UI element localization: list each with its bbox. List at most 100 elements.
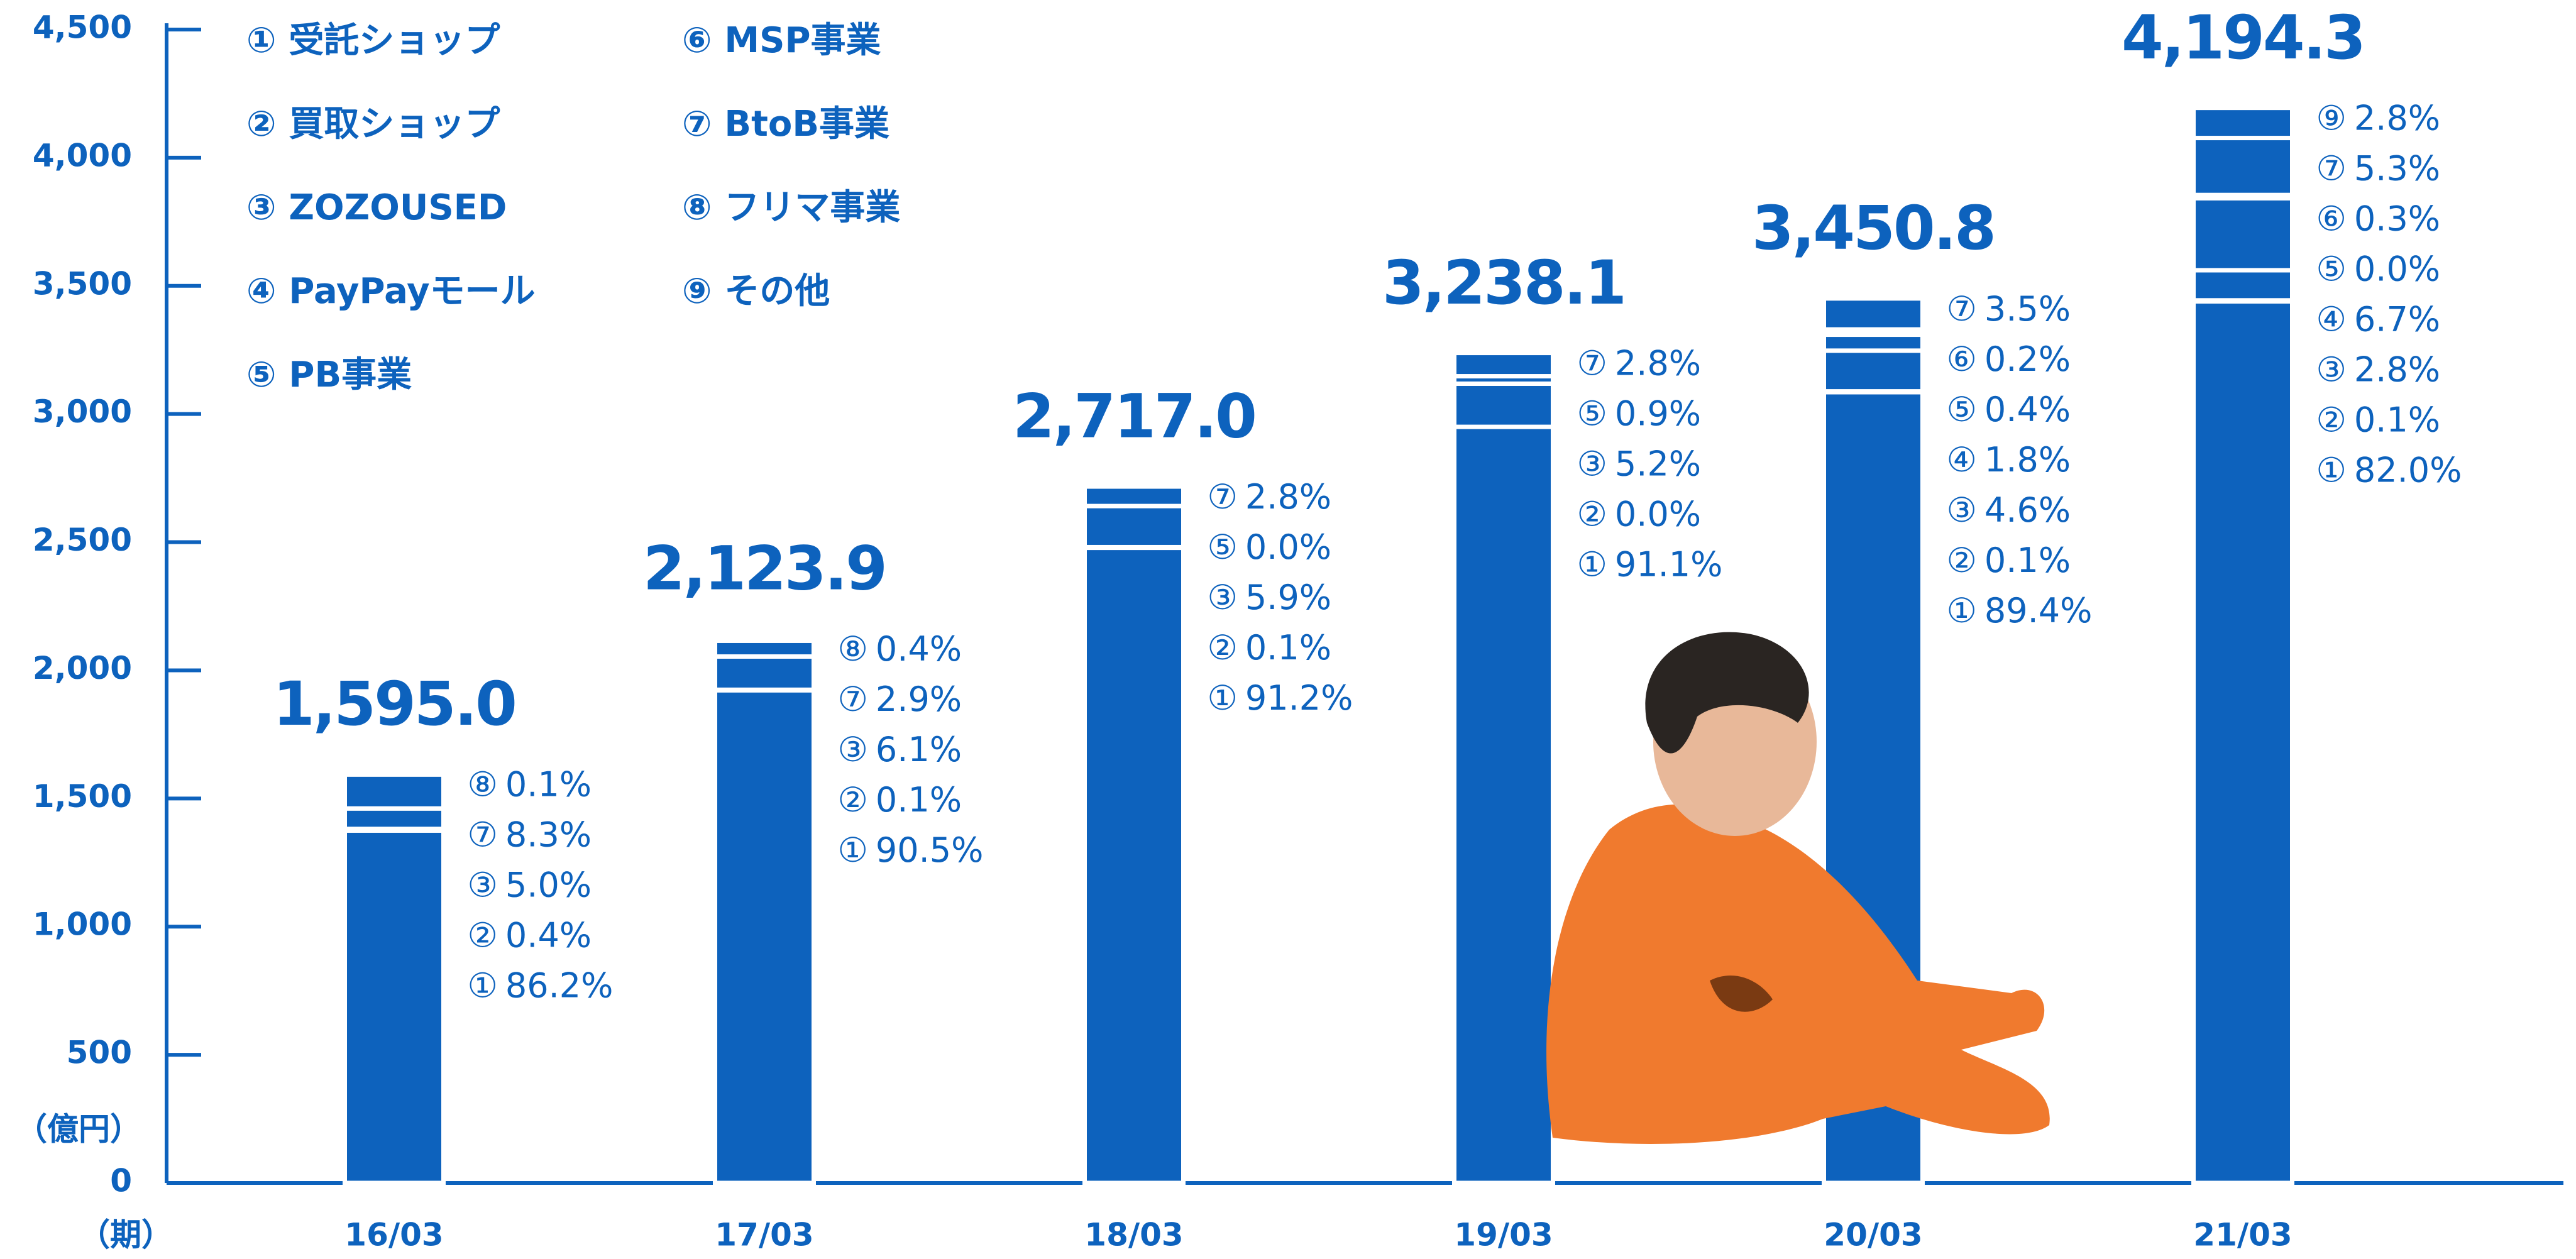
chart: （億円）（期）05001,0001,5002,0002,5003,0003,50… <box>0 0 2576 1259</box>
legend-item: ⑤ PB事業 <box>246 355 412 395</box>
segment-value: 0.4% <box>1984 389 2071 429</box>
legend-label: 受託ショップ <box>289 20 500 61</box>
segment-value: 0.3% <box>2354 199 2440 238</box>
legend-marker: ⑧ <box>682 187 712 228</box>
segment-marker: ⑦ <box>2316 148 2347 188</box>
segment-value: 2.9% <box>876 679 962 719</box>
x-tick-label: 17/03 <box>715 1217 813 1253</box>
segment-value: 2.8% <box>1615 343 1701 383</box>
segment-value: 2.8% <box>2354 349 2440 389</box>
bar-segment <box>715 690 814 1183</box>
legend-marker: ③ <box>246 187 276 228</box>
segment-marker: ③ <box>2316 349 2347 389</box>
y-tick-label: 3,000 <box>33 393 132 430</box>
bar-segment <box>345 774 444 808</box>
bar-segment <box>1455 353 1553 377</box>
y-tick-label: 4,500 <box>33 9 132 46</box>
segment-value: 0.1% <box>2354 400 2440 439</box>
total-label: 3,450.8 <box>1752 193 1995 263</box>
bar-segment <box>2194 138 2293 195</box>
segment-marker: ③ <box>1947 490 1977 529</box>
bar-segment <box>1085 506 1184 547</box>
y-unit: （億円） <box>16 1111 141 1148</box>
legend-label: PB事業 <box>289 355 412 395</box>
segment-marker: ④ <box>2316 299 2347 339</box>
segment-marker: ② <box>838 780 868 820</box>
segment-value: 91.2% <box>1245 678 1353 718</box>
segment-value: 5.2% <box>1615 444 1701 483</box>
segment-value: 5.0% <box>505 865 592 904</box>
segment-marker: ⑧ <box>468 764 498 804</box>
y-tick-label: 1,000 <box>33 906 132 943</box>
segment-value: 0.4% <box>505 915 592 955</box>
segment-marker: ⑧ <box>838 629 868 669</box>
legend-label: MSP事業 <box>724 20 881 61</box>
segment-marker: ② <box>1208 628 1238 668</box>
segment-marker: ⑤ <box>1947 389 1977 429</box>
legend-marker: ⑥ <box>682 20 712 61</box>
segment-marker: ③ <box>1577 444 1607 483</box>
segment-marker: ⑦ <box>1577 343 1607 383</box>
x-unit: （期） <box>79 1217 173 1253</box>
bar-segment <box>1824 299 1923 329</box>
segment-value: 0.0% <box>1245 527 1331 567</box>
legend-label: フリマ事業 <box>724 187 900 228</box>
bar-segment <box>2194 270 2293 300</box>
bar-segment <box>1085 548 1184 1183</box>
segment-value: 3.5% <box>1984 289 2071 328</box>
legend-marker: ② <box>246 104 276 145</box>
segment-value: 1.8% <box>1984 439 2071 479</box>
segment-value: 2.8% <box>1245 477 1331 517</box>
bar-segment <box>1455 427 1553 1183</box>
x-tick-label: 19/03 <box>1454 1217 1553 1253</box>
legend-marker: ⑦ <box>682 104 712 145</box>
segment-value: 0.9% <box>1615 393 1701 433</box>
bar-segment <box>1455 383 1553 427</box>
legend-label: その他 <box>724 271 830 312</box>
x-tick-label: 20/03 <box>1824 1217 1922 1253</box>
legend-item: ⑥ MSP事業 <box>682 20 881 61</box>
y-tick-label: 0 <box>110 1163 132 1199</box>
segment-marker: ⑥ <box>2316 199 2347 238</box>
segment-marker: ⑦ <box>468 815 498 854</box>
segment-marker: ⑦ <box>1208 477 1238 517</box>
segment-value: 91.1% <box>1615 544 1723 584</box>
total-label: 4,194.3 <box>2122 3 2364 73</box>
total-label: 2,717.0 <box>1013 381 1255 451</box>
bar-segment <box>2194 198 2293 270</box>
bar-segment <box>715 657 814 690</box>
y-tick-label: 3,500 <box>33 265 132 302</box>
segment-value: 0.1% <box>1984 540 2071 580</box>
y-tick-label: 2,000 <box>33 650 132 686</box>
bar-segment <box>1824 351 1923 392</box>
y-tick-label: 2,500 <box>33 522 132 558</box>
segment-marker: ⑤ <box>2316 249 2347 289</box>
bar-segment <box>1085 487 1184 506</box>
segment-value: 0.1% <box>1245 628 1331 668</box>
segment-marker: ① <box>1577 544 1607 584</box>
legend-marker: ⑤ <box>246 355 276 395</box>
segment-value: 90.5% <box>876 830 984 870</box>
segment-value: 82.0% <box>2354 450 2462 490</box>
bar-segment <box>345 808 444 829</box>
segment-value: 0.1% <box>876 780 962 820</box>
segment-value: 0.2% <box>1984 339 2071 378</box>
